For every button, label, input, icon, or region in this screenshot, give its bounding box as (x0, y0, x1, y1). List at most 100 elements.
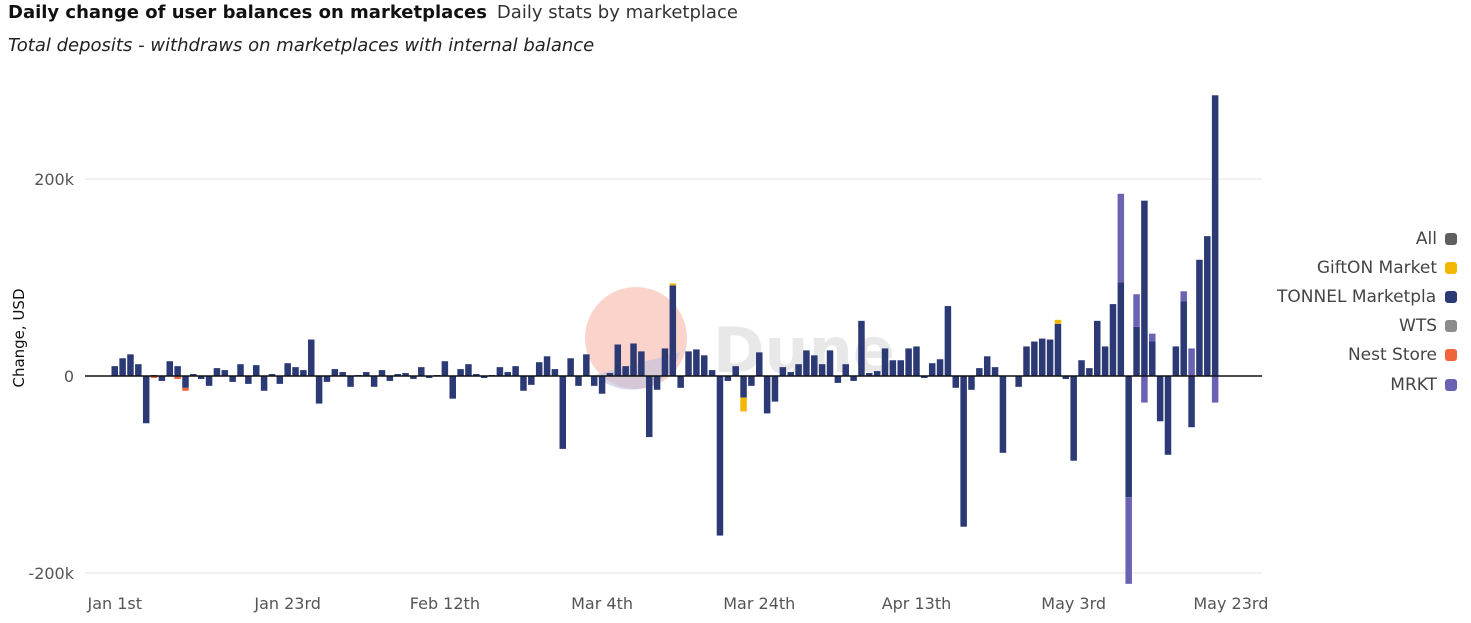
bar-tonnel-marketplace (512, 366, 519, 376)
bar-tonnel-marketplace (535, 362, 543, 376)
bar-tonnel-marketplace (1070, 376, 1077, 461)
bar-tonnel-marketplace (378, 370, 386, 376)
x-tick-label: Apr 13th (882, 594, 952, 613)
bar-tonnel-marketplace (370, 376, 378, 387)
legend-swatch (1445, 290, 1457, 303)
bar-tonnel-marketplace (716, 376, 724, 536)
bar-tonnel-marketplace (905, 348, 912, 376)
bar-tonnel-marketplace (441, 361, 449, 376)
legend-swatch (1445, 232, 1457, 245)
bar-tonnel-marketplace (190, 374, 197, 376)
x-tick-label: May 23rd (1193, 594, 1268, 613)
legend-label: GiftON Market (1316, 257, 1437, 278)
bar-tonnel-marketplace (402, 373, 409, 376)
bar-tonnel-marketplace (983, 356, 991, 376)
bar-tonnel-marketplace (1149, 341, 1156, 376)
bar-tonnel-marketplace (268, 374, 276, 376)
bar-tonnel-marketplace (732, 366, 739, 376)
legend-item[interactable]: WTS (1277, 312, 1457, 341)
bar-tonnel-marketplace (237, 364, 244, 376)
bar-mrkt (1211, 376, 1219, 403)
bar-tonnel-marketplace (976, 368, 983, 376)
bar-tonnel-marketplace (543, 356, 551, 376)
bar-tonnel-marketplace (567, 358, 574, 376)
bar-tonnel-marketplace (811, 355, 818, 376)
bar-tonnel-marketplace (991, 367, 999, 376)
bar-tonnel-marketplace (394, 374, 401, 376)
bar-tonnel-marketplace (622, 366, 629, 376)
legend-item[interactable]: GiftON Market (1277, 253, 1457, 282)
bar-tonnel-marketplace (866, 373, 873, 376)
bar-tonnel-marketplace (921, 376, 928, 378)
bar-tonnel-marketplace (614, 344, 622, 376)
bar-tonnel-marketplace (858, 320, 865, 376)
bar-tonnel-marketplace (1038, 338, 1046, 376)
legend-item[interactable]: All (1277, 224, 1457, 253)
bar-tonnel-marketplace (142, 376, 150, 424)
bar-tonnel-marketplace (583, 354, 590, 376)
bar-tonnel-marketplace (449, 376, 456, 399)
y-axis-label: Change, USD (10, 288, 28, 387)
bar-tonnel-marketplace (1117, 282, 1125, 376)
x-tick-label: Jan 1st (86, 594, 142, 613)
legend-item[interactable]: TONNEL Marketplace (1277, 282, 1457, 311)
bar-tonnel-marketplace (756, 352, 763, 376)
bar-tonnel-marketplace (1133, 326, 1140, 376)
bar-tonnel-marketplace (598, 376, 606, 394)
bar-tonnel-marketplace (661, 348, 669, 376)
bar-gifton-market (740, 397, 747, 412)
bar-tonnel-marketplace (952, 376, 960, 388)
bar-tonnel-marketplace (284, 363, 291, 376)
bar-tonnel-marketplace (653, 376, 661, 390)
bar-tonnel-marketplace (323, 376, 331, 382)
bar-tonnel-marketplace (473, 374, 480, 376)
bar-tonnel-marketplace (763, 376, 771, 414)
bar-tonnel-marketplace (677, 376, 684, 388)
bar-mrkt (1188, 348, 1195, 376)
bar-tonnel-marketplace (936, 359, 944, 376)
bar-tonnel-marketplace (1204, 236, 1211, 376)
bar-tonnel-marketplace (559, 376, 567, 449)
y-tick-label: 0 (64, 367, 74, 386)
chart-header: Daily change of user balances on marketp… (8, 2, 738, 23)
legend-swatch (1445, 261, 1457, 274)
legend-item[interactable]: MRKT (1277, 370, 1457, 399)
bar-tonnel-marketplace (826, 350, 834, 376)
bar-tonnel-marketplace (1078, 360, 1085, 376)
bar-tonnel-marketplace (347, 376, 354, 387)
bar-tonnel-marketplace (669, 285, 677, 376)
bar-tonnel-marketplace (1101, 346, 1109, 376)
bar-tonnel-marketplace (127, 354, 134, 376)
bar-tonnel-marketplace (771, 376, 779, 402)
bar-tonnel-marketplace (457, 369, 464, 376)
bar-tonnel-marketplace (504, 372, 511, 376)
bar-mrkt (1149, 333, 1156, 342)
bar-tonnel-marketplace (779, 367, 787, 376)
y-tick-label: -200k (28, 564, 74, 583)
bar-tonnel-marketplace (850, 376, 857, 381)
bar-tonnel-marketplace (1094, 320, 1101, 376)
bar-tonnel-marketplace (308, 339, 315, 376)
bar-tonnel-marketplace (740, 376, 747, 398)
bar-tonnel-marketplace (221, 370, 229, 376)
legend-swatch (1445, 378, 1457, 391)
bar-tonnel-marketplace (968, 376, 975, 390)
bar-tonnel-marketplace (889, 360, 897, 376)
bar-tonnel-marketplace (1023, 346, 1030, 376)
bar-tonnel-marketplace (410, 376, 417, 379)
legend-swatch (1445, 320, 1457, 333)
bar-tonnel-marketplace (842, 364, 849, 376)
bar-tonnel-marketplace (1196, 259, 1203, 376)
bar-gifton-market (669, 283, 677, 286)
bar-tonnel-marketplace (1156, 376, 1164, 422)
bar-mrkt (1125, 497, 1132, 584)
bar-tonnel-marketplace (292, 367, 299, 376)
bar-mrkt (1141, 376, 1148, 403)
bar-tonnel-marketplace (182, 376, 189, 388)
bar-gifton-market (1054, 319, 1062, 324)
bar-tonnel-marketplace (693, 349, 700, 376)
legend-item[interactable]: Nest Store (1277, 341, 1457, 370)
bar-tonnel-marketplace (1109, 304, 1117, 376)
bar-tonnel-marketplace (245, 376, 252, 384)
bar-tonnel-marketplace (1211, 95, 1219, 377)
